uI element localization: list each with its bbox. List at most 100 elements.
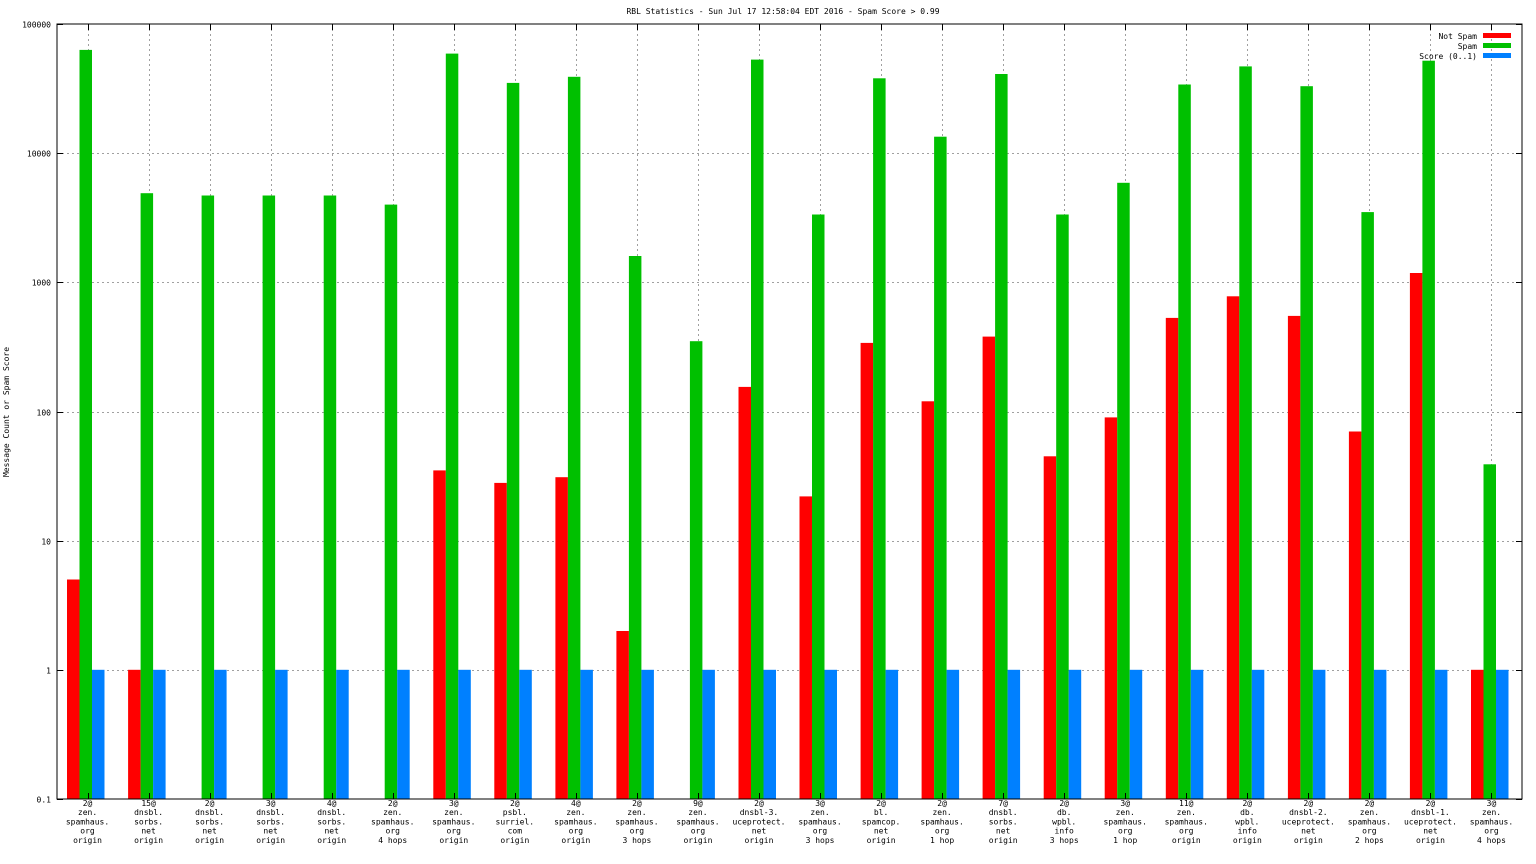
- x-tick-label: com: [508, 827, 523, 836]
- bar-spam: [1361, 212, 1374, 800]
- x-tick-label: 4 hops: [1477, 836, 1506, 845]
- x-tick-label: org: [447, 827, 462, 836]
- x-tick-label: dnsbl.: [989, 808, 1018, 817]
- x-tick-label: uceprotect.: [732, 817, 785, 826]
- x-tick-label: spamhaus.: [371, 817, 414, 826]
- x-tick-label: spamhaus.: [1348, 817, 1391, 826]
- bar-score-0-1: [580, 669, 593, 799]
- bar-score-0-1: [92, 669, 105, 799]
- bar-not-spam: [1104, 417, 1118, 799]
- x-tick-label: 2@: [205, 799, 215, 808]
- x-tick-label: zen.: [1116, 808, 1135, 817]
- bar-score-0-1: [1312, 669, 1326, 799]
- legend-swatch: [1483, 43, 1511, 48]
- x-tick-label: 2@: [876, 799, 886, 808]
- x-tick-label: dnsbl.: [195, 808, 224, 817]
- x-tick-label: sorbs.: [989, 817, 1018, 826]
- bar-not-spam: [555, 477, 568, 799]
- x-tick-label: 2@: [1426, 799, 1436, 808]
- x-tick-label: 3@: [1120, 799, 1130, 808]
- x-tick-label: 4@: [327, 799, 337, 808]
- x-tick-label: zen.: [444, 808, 463, 817]
- y-tick-label: 1: [46, 667, 51, 676]
- x-tick-label: wpbl.: [1235, 817, 1259, 826]
- x-tick-label: spamhaus.: [432, 817, 475, 826]
- bar-spam: [1117, 182, 1130, 800]
- x-tick-label: 2@: [510, 799, 520, 808]
- x-tick-label: spamhaus.: [66, 817, 109, 826]
- x-tick-label: 4 hops: [378, 836, 407, 845]
- bar-score-0-1: [885, 669, 899, 799]
- bar-spam: [628, 256, 642, 799]
- x-tick-label: spamhaus.: [676, 817, 719, 826]
- bar-score-0-1: [519, 669, 532, 799]
- x-tick-label: net: [324, 827, 339, 836]
- x-tick-label: dnsbl.: [256, 808, 285, 817]
- x-tick-label: spamhaus.: [615, 817, 658, 826]
- bar-spam: [934, 136, 947, 799]
- x-tick-label: net: [752, 827, 767, 836]
- x-tick-label: zen.: [688, 808, 707, 817]
- bar-spam: [323, 195, 337, 799]
- x-tick-label: origin: [439, 836, 468, 845]
- legend-label: Not Spam: [1438, 32, 1477, 41]
- bar-spam: [262, 195, 276, 799]
- x-tick-label: 3@: [815, 799, 825, 808]
- bar-not-spam: [1409, 273, 1423, 799]
- x-tick-label: 4@: [571, 799, 581, 808]
- x-tick-label: zen.: [78, 808, 97, 817]
- x-tick-label: dnsbl-3.: [740, 808, 779, 817]
- bar-spam: [1483, 464, 1496, 799]
- x-tick-label: org: [386, 827, 401, 836]
- bar-spam: [689, 341, 703, 799]
- bar-score-0-1: [1007, 669, 1021, 799]
- x-tick-label: bl.: [874, 808, 888, 817]
- x-tick-label: org: [1484, 827, 1499, 836]
- x-tick-label: origin: [1233, 836, 1262, 845]
- bar-not-spam: [1226, 296, 1240, 799]
- bar-not-spam: [1165, 317, 1179, 799]
- bar-not-spam: [1471, 669, 1484, 799]
- x-tick-label: 3@: [266, 799, 276, 808]
- x-tick-label: 3 hops: [1050, 836, 1079, 845]
- x-tick-label: org: [813, 827, 828, 836]
- bar-not-spam: [67, 579, 80, 799]
- bar-spam: [384, 204, 398, 800]
- x-tick-label: 3 hops: [622, 836, 651, 845]
- bar-score-0-1: [702, 669, 715, 799]
- bar-spam: [1239, 66, 1252, 799]
- x-tick-label: net: [141, 827, 156, 836]
- bar-spam: [445, 53, 459, 800]
- x-tick-label: spamhaus.: [1104, 817, 1147, 826]
- x-tick-label: org: [80, 827, 95, 836]
- y-tick-label: 100: [37, 409, 52, 418]
- x-tick-label: wpbl.: [1052, 817, 1076, 826]
- x-tick-label: net: [874, 827, 889, 836]
- bar-score-0-1: [275, 669, 288, 799]
- bar-not-spam: [982, 336, 996, 799]
- y-tick-label: 10000: [27, 150, 51, 159]
- x-tick-label: uceprotect.: [1404, 817, 1457, 826]
- bar-series: [67, 49, 1509, 800]
- y-tick-label: 100000: [22, 21, 51, 30]
- x-tick-label: info: [1238, 827, 1257, 836]
- x-tick-label: origin: [989, 836, 1018, 845]
- x-tick-label: zen.: [627, 808, 646, 817]
- x-tick-label: zen.: [383, 808, 402, 817]
- legend-label: Spam: [1458, 42, 1477, 51]
- x-tick-label: 11@: [1179, 799, 1194, 808]
- x-tick-label: org: [1362, 827, 1377, 836]
- x-tick-label: sorbs.: [195, 817, 224, 826]
- bar-score-0-1: [824, 669, 837, 799]
- x-tick-label: 9@: [693, 799, 703, 808]
- x-tick-label: info: [1055, 827, 1074, 836]
- x-tick-label: origin: [195, 836, 224, 845]
- x-tick-label: origin: [1416, 836, 1445, 845]
- x-tick-label: psbl.: [503, 808, 527, 817]
- bar-not-spam: [616, 631, 629, 799]
- x-tick-label: origin: [134, 836, 163, 845]
- bar-not-spam: [1287, 315, 1301, 799]
- bar-score-0-1: [1373, 669, 1387, 799]
